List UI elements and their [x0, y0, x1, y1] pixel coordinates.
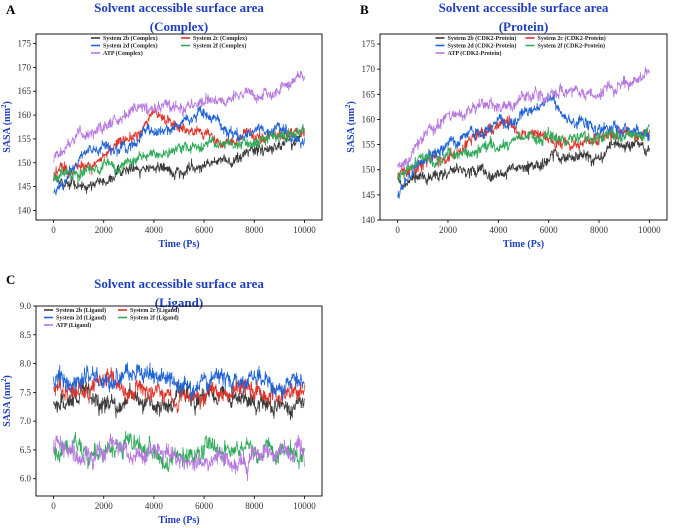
x-tick-label: 4000 [489, 225, 508, 235]
x-tick-label: 8000 [245, 501, 264, 511]
series-line-atp [53, 433, 305, 482]
legend-label-atp: ATP (CDK2-Protein) [448, 50, 502, 57]
y-tick-label: 6.5 [20, 445, 32, 455]
y-tick-label: 170 [362, 64, 376, 74]
series-line-2f [53, 431, 305, 473]
x-tick-label: 8000 [245, 225, 264, 235]
chart-title: Solvent accessible surface area [94, 0, 264, 15]
legend-label-atp: ATP (Ligand) [56, 322, 91, 329]
legend-label-2f: System 2f (Ligand) [130, 315, 179, 322]
x-tick-label: 0 [395, 225, 400, 235]
y-tick-label: 9.0 [20, 301, 32, 311]
y-tick-label: 145 [362, 190, 376, 200]
x-axis-label: Time (Ps) [158, 239, 199, 250]
y-tick-label: 170 [18, 62, 32, 72]
x-tick-label: 2000 [439, 225, 458, 235]
series-line-2d [53, 106, 305, 196]
y-tick-label: 150 [18, 158, 32, 168]
legend-label-2d: System 2d (CDK2-Protein) [448, 43, 517, 50]
y-tick-label: 6.0 [20, 474, 32, 484]
y-tick-label: 145 [18, 182, 32, 192]
chart-title: Solvent accessible surface area [94, 276, 264, 291]
legend-label-2b: System 2b (Ligand) [56, 307, 106, 314]
y-tick-label: 165 [18, 86, 32, 96]
panel-letter: C [6, 272, 15, 287]
panel-b: B Solvent accessible surface area (Protein… [344, 0, 668, 250]
x-tick-label: 4000 [145, 501, 164, 511]
x-tick-label: 10000 [293, 225, 316, 235]
series-line-2f [53, 123, 305, 183]
legend-label-2f: System 2f (Complex) [193, 43, 246, 50]
plot-frame [379, 33, 668, 221]
y-tick-label: 140 [18, 205, 32, 215]
y-axis-label: SASA (nm2) [344, 101, 357, 153]
panel-letter: A [6, 2, 16, 17]
plot-frame [35, 305, 323, 497]
series-line-atp [397, 67, 650, 170]
x-tick-label: 2000 [95, 501, 114, 511]
y-tick-label: 155 [18, 134, 32, 144]
series-line-2d [397, 92, 650, 199]
legend: System 2b (CDK2-Protein) System 2c (CDK2-… [435, 35, 606, 57]
y-tick-label: 150 [362, 165, 376, 175]
plot-frame [35, 33, 323, 221]
y-tick-label: 175 [362, 39, 376, 49]
series-line-atp [53, 70, 305, 163]
y-tick-label: 8.5 [20, 330, 32, 340]
legend-label-2c: System 2c (Complex) [193, 35, 247, 42]
legend-label-2c: System 2c (Ligand) [130, 307, 179, 314]
series-line-2b [397, 138, 650, 189]
x-axis-label: Time (Ps) [503, 239, 544, 250]
x-tick-label: 6000 [195, 501, 214, 511]
chart-subtitle: (Protein) [499, 19, 549, 34]
y-tick-label: 7.5 [20, 387, 32, 397]
y-tick-label: 8.0 [20, 359, 32, 369]
series-line-2f [397, 123, 650, 182]
legend-label-2b: System 2b (CDK2-Protein) [448, 35, 517, 42]
x-tick-label: 10000 [638, 225, 661, 235]
y-axis-label: SASA (nm2) [0, 375, 13, 427]
y-tick-label: 140 [362, 215, 376, 225]
panel-c: C Solvent accessible surface area(Ligand)… [0, 272, 323, 526]
x-tick-label: 10000 [293, 501, 316, 511]
x-tick-label: 0 [51, 501, 56, 511]
y-tick-label: 155 [362, 140, 376, 150]
chart-title: Solvent accessible surface area [439, 0, 609, 15]
x-tick-label: 6000 [540, 225, 559, 235]
x-tick-label: 6000 [195, 225, 214, 235]
legend-label-atp: ATP (Complex) [103, 50, 143, 57]
y-tick-label: 165 [362, 89, 376, 99]
y-tick-label: 160 [18, 110, 32, 120]
series-line-2b [53, 380, 305, 421]
y-axis-label: SASA (nm2) [0, 101, 13, 153]
legend-label-2b: System 2b (Complex) [103, 35, 158, 42]
panel-a: A Solvent accessible surface area (Complex… [0, 0, 323, 250]
legend: System 2b (Ligand) System 2c (Ligand)Syst… [44, 307, 179, 329]
panel-letter: B [360, 2, 369, 17]
y-tick-label: 7.0 [20, 416, 32, 426]
chart-subtitle: (Complex) [150, 19, 209, 34]
legend-label-2f: System 2f (CDK2-Protein) [538, 43, 606, 50]
legend-label-2c: System 2c (CDK2-Protein) [538, 35, 606, 42]
x-tick-label: 8000 [590, 225, 609, 235]
series-line-2d [53, 362, 305, 402]
x-tick-label: 4000 [145, 225, 164, 235]
x-tick-label: 0 [51, 225, 56, 235]
legend: System 2b (Complex) System 2c (Complex)Sy… [91, 35, 247, 57]
y-tick-label: 175 [18, 39, 32, 49]
legend-label-2d: System 2d (Complex) [103, 43, 158, 50]
x-tick-label: 2000 [95, 225, 114, 235]
y-tick-label: 160 [362, 114, 376, 124]
series-line-2b [53, 125, 305, 194]
legend-label-2d: System 2d (Ligand) [56, 315, 106, 322]
x-axis-label: Time (Ps) [158, 515, 199, 526]
